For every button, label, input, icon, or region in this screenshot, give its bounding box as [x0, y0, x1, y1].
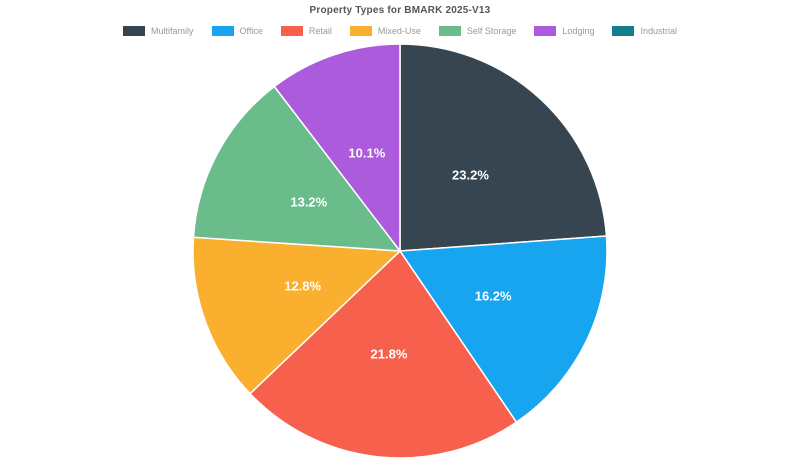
legend-item-industrial[interactable]: Industrial — [612, 26, 677, 36]
legend-label-lodging: Lodging — [562, 26, 595, 36]
pie-slice-retail[interactable] — [249, 250, 518, 459]
legend-label-multifamily: Multifamily — [151, 26, 194, 36]
legend-label-mixed-use: Mixed-Use — [377, 26, 421, 36]
legend-label-office: Office — [239, 26, 263, 36]
legend-label-self-storage: Self Storage — [466, 26, 517, 36]
legend-item-mixed-use[interactable]: Mixed-Use — [349, 26, 421, 36]
legend-swatch-multifamily — [123, 26, 145, 36]
legend-item-self-storage[interactable]: Self Storage — [438, 26, 517, 36]
legend-item-multifamily[interactable]: Multifamily — [123, 26, 194, 36]
legend-swatch-retail — [280, 26, 303, 36]
legend-swatch-office — [211, 26, 234, 36]
pie-slice-mixed-use[interactable] — [192, 236, 401, 395]
legend: Multifamily Office Retail Mixed-Use Self Sto… — [0, 26, 800, 36]
pie-slice-lodging[interactable] — [273, 43, 401, 252]
legend-item-office[interactable]: Office — [211, 26, 263, 36]
legend-swatch-industrial — [612, 26, 635, 36]
legend-label-industrial: Industrial — [640, 26, 677, 36]
legend-item-retail[interactable]: Retail — [280, 26, 332, 36]
pie-slice-self-storage[interactable] — [192, 85, 401, 252]
legend-swatch-mixed-use — [349, 26, 372, 36]
pie-slice-office[interactable] — [399, 235, 608, 423]
legend-swatch-self-storage — [438, 26, 461, 36]
pie-slice-multifamily[interactable] — [399, 43, 608, 252]
chart-title: Property Types for BMARK 2025-V13 — [309, 5, 491, 16]
legend-item-lodging[interactable]: Lodging — [534, 26, 594, 36]
legend-swatch-lodging — [534, 26, 557, 36]
legend-label-retail: Retail — [308, 26, 332, 36]
